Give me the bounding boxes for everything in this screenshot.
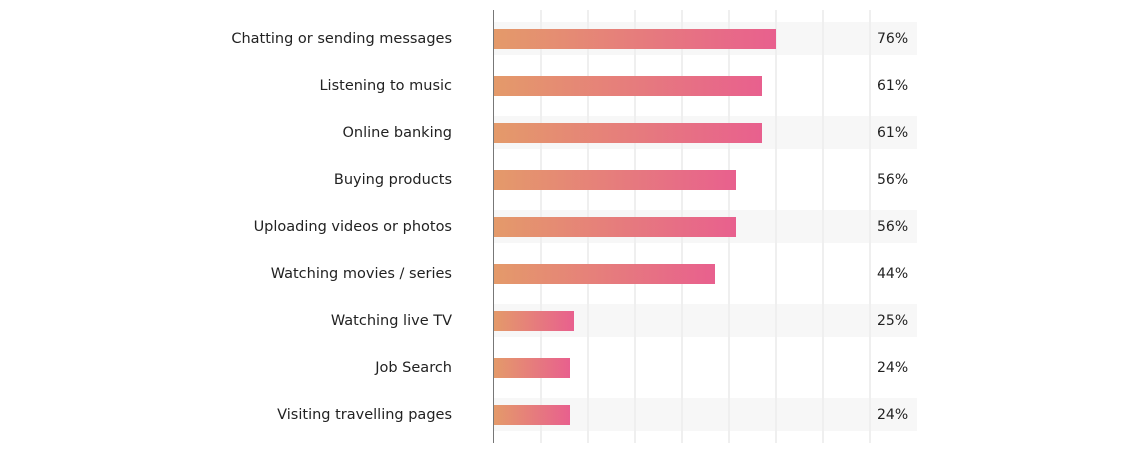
- bar: [494, 405, 570, 425]
- value-label: 44%: [877, 266, 909, 282]
- bar: [494, 123, 762, 143]
- category-label: Watching movies / series: [270, 266, 452, 282]
- y-axis-line: [493, 10, 494, 443]
- value-label: 61%: [877, 78, 909, 94]
- category-label: Visiting travelling pages: [277, 407, 452, 423]
- gridline: [775, 10, 777, 443]
- bar: [494, 170, 736, 190]
- bar: [494, 29, 776, 49]
- value-label: 76%: [877, 31, 909, 47]
- category-label: Chatting or sending messages: [231, 31, 452, 47]
- value-label: 25%: [877, 313, 909, 329]
- category-label: Job Search: [375, 360, 452, 376]
- value-label: 61%: [877, 125, 909, 141]
- value-label: 56%: [877, 172, 909, 188]
- bar: [494, 358, 570, 378]
- value-label: 56%: [877, 219, 909, 235]
- category-label: Listening to music: [319, 78, 452, 94]
- bar: [494, 76, 762, 96]
- value-label: 24%: [877, 407, 909, 423]
- gridline: [822, 10, 824, 443]
- gridline: [869, 10, 871, 443]
- bar: [494, 311, 574, 331]
- category-label: Watching live TV: [330, 313, 452, 329]
- category-label: Buying products: [333, 172, 452, 188]
- bar: [494, 264, 715, 284]
- category-label: Uploading videos or photos: [253, 219, 452, 235]
- category-label: Online banking: [342, 125, 452, 141]
- bar: [494, 217, 736, 237]
- value-label: 24%: [877, 360, 909, 376]
